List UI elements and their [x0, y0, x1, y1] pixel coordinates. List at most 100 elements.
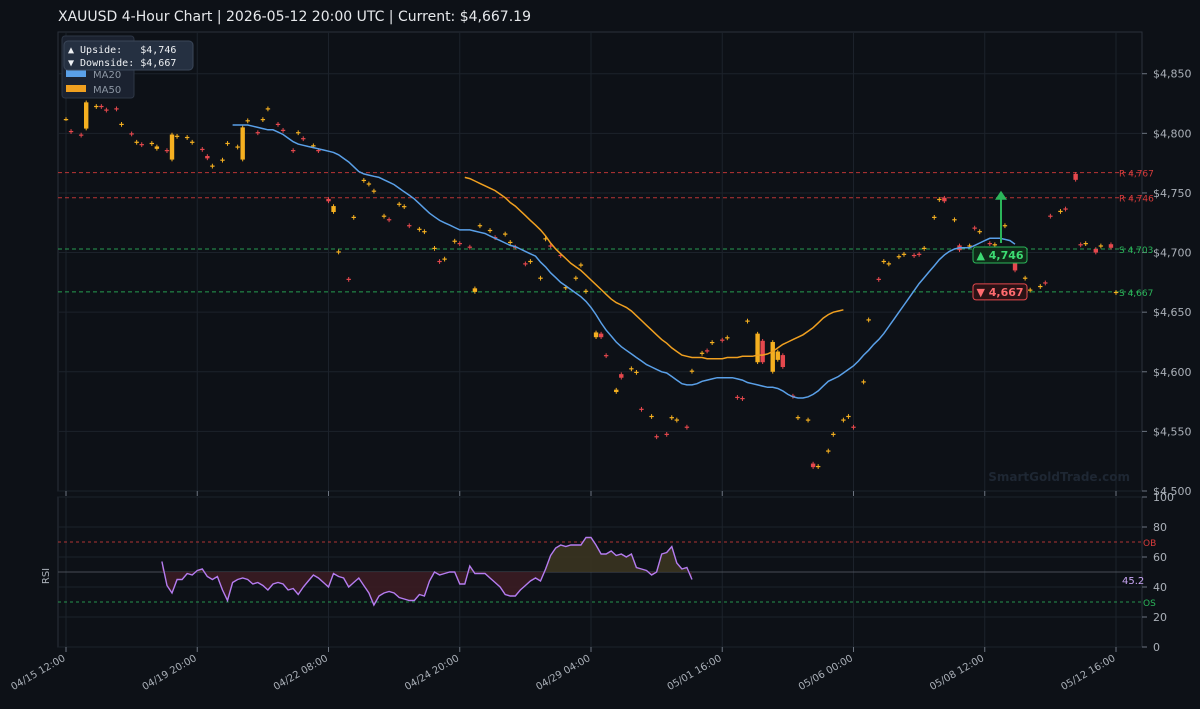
- rsi-panel: OB OS 0 20 40 60 80 100 45.2 RSI: [41, 491, 1174, 654]
- candle: [422, 231, 427, 233]
- candle: [331, 206, 336, 213]
- candle: [866, 319, 871, 321]
- candle: [255, 132, 261, 134]
- candle: [296, 132, 301, 134]
- candle: [634, 371, 639, 373]
- rsi-y-tick-label: 80: [1153, 521, 1167, 534]
- candle: [972, 227, 977, 229]
- candle: [508, 241, 513, 244]
- candle: [578, 264, 584, 266]
- candle: [457, 243, 462, 245]
- candle: [326, 198, 331, 202]
- candle: [417, 228, 422, 230]
- candle: [190, 141, 195, 143]
- candle: [1048, 215, 1053, 217]
- candle: [911, 254, 917, 257]
- candle: [810, 463, 816, 468]
- candle: [684, 426, 690, 428]
- candle: [316, 150, 321, 152]
- price-panel: $4,500 $4,550 $4,600 $4,650 $4,700 $4,750 $4,8…: [57, 31, 1192, 498]
- candle: [977, 231, 982, 233]
- candle: [664, 433, 669, 435]
- candle: [225, 142, 230, 145]
- candle: [275, 123, 281, 125]
- candle: [709, 341, 715, 344]
- candle: [901, 253, 907, 255]
- candle: [543, 238, 548, 240]
- candle: [846, 415, 851, 418]
- candle: [548, 245, 553, 247]
- rsi-y-tick-label: 20: [1153, 611, 1167, 624]
- candle: [704, 350, 710, 352]
- candle: [200, 148, 205, 151]
- candle: [68, 130, 74, 133]
- candle: [371, 190, 377, 192]
- candle: [629, 368, 634, 370]
- candle: [164, 150, 170, 152]
- candle: [452, 240, 457, 242]
- candle: [149, 142, 155, 145]
- upside-annotation: ▲ 4,746: [972, 190, 1028, 264]
- candle: [826, 450, 831, 452]
- candle: [114, 108, 119, 110]
- downside-annotation: ▼ 4,667: [972, 283, 1028, 301]
- candle: [381, 215, 387, 217]
- candle: [815, 465, 821, 468]
- rsi-axis-label: RSI: [41, 568, 52, 584]
- rsi-y-tick-label: 100: [1153, 491, 1174, 504]
- candle: [851, 426, 856, 428]
- candle: [1073, 173, 1078, 180]
- candle: [795, 417, 801, 419]
- rsi-y-tick-label: 40: [1153, 581, 1167, 594]
- candle: [346, 278, 351, 280]
- candle: [735, 396, 740, 399]
- candle: [760, 340, 765, 363]
- candle: [952, 219, 957, 221]
- candle: [593, 332, 599, 338]
- candle: [361, 179, 367, 182]
- candle: [523, 263, 528, 265]
- candle: [205, 155, 210, 159]
- candle: [770, 341, 775, 372]
- candle: [699, 352, 705, 354]
- candle: [301, 138, 306, 140]
- ma20-line: [232, 124, 1016, 399]
- y-tick-label: $4,850: [1153, 68, 1192, 81]
- candle: [1093, 248, 1099, 253]
- candle: [487, 229, 493, 232]
- downside-info: ▼ Downside: $4,667: [68, 58, 176, 69]
- candle: [921, 247, 927, 249]
- y-tick-label: $4,750: [1153, 187, 1192, 200]
- candle: [669, 417, 674, 419]
- candle: [992, 244, 998, 246]
- candle: [1063, 208, 1068, 210]
- candle: [280, 129, 286, 131]
- candle: [558, 254, 563, 257]
- candle: [119, 123, 124, 125]
- candle: [437, 260, 442, 263]
- y-tick-label: $4,800: [1153, 127, 1192, 140]
- rsi-last-value: 45.2: [1122, 576, 1144, 587]
- candle: [210, 165, 215, 167]
- candle: [720, 339, 725, 341]
- candle: [396, 203, 402, 205]
- downside-target-label: ▼ 4,667: [976, 286, 1023, 299]
- candle: [619, 374, 624, 378]
- candle: [1108, 244, 1114, 248]
- candle: [598, 333, 604, 338]
- y-tick-label: $4,550: [1153, 425, 1192, 438]
- candle: [311, 145, 316, 147]
- candle: [78, 134, 84, 136]
- candle: [1027, 289, 1033, 291]
- rsi-y-tick-label: 0: [1153, 641, 1160, 654]
- candle: [538, 277, 543, 279]
- resistance-label: R 4,746: [1119, 195, 1154, 205]
- y-tick-label: $4,600: [1153, 366, 1192, 379]
- candle: [654, 436, 659, 438]
- candle: [1002, 225, 1008, 227]
- rsi-level-label: OB: [1143, 539, 1156, 549]
- candle: [896, 256, 902, 258]
- candle: [674, 419, 680, 421]
- candle: [184, 136, 190, 139]
